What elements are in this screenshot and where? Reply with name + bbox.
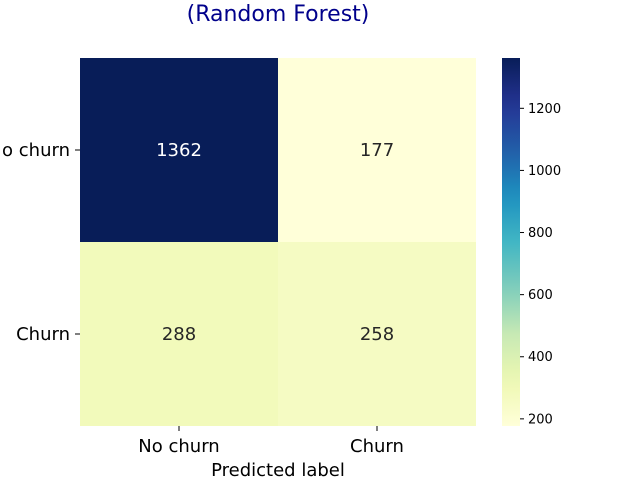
cell-1-1	[278, 242, 476, 426]
cell-value-0-1: 177	[360, 140, 394, 161]
colorbar-tick-label-5: 1200	[528, 102, 561, 117]
chart-title: (Random Forest)	[187, 2, 370, 27]
colorbar-tick-label-0: 200	[528, 412, 553, 427]
cell-value-1-0: 288	[162, 324, 196, 345]
colorbar: 200 400 600 800 1000 1200	[502, 58, 561, 427]
cell-annotations: 1362 177 288 258	[156, 140, 394, 345]
heatmap-cells	[80, 58, 476, 426]
x-axis-label: Predicted label	[211, 460, 345, 480]
x-tick-label-0: No churn	[138, 436, 219, 457]
y-axis-ticks: o churn Churn	[2, 140, 80, 345]
colorbar-tick-label-2: 600	[528, 288, 553, 303]
cell-1-0	[80, 242, 278, 426]
y-tick-label-1: Churn	[16, 324, 70, 345]
cell-value-0-0: 1362	[156, 140, 202, 161]
cell-0-1	[278, 58, 476, 242]
cell-value-1-1: 258	[360, 324, 394, 345]
colorbar-tick-label-1: 400	[528, 350, 553, 365]
colorbar-tick-label-4: 1000	[528, 164, 561, 179]
x-axis-ticks: No churn Churn	[138, 426, 404, 457]
colorbar-gradient	[502, 58, 520, 426]
cell-0-0	[80, 58, 278, 242]
x-tick-label-1: Churn	[350, 436, 404, 457]
colorbar-tick-label-3: 800	[528, 226, 553, 241]
y-tick-label-0: o churn	[2, 140, 70, 161]
